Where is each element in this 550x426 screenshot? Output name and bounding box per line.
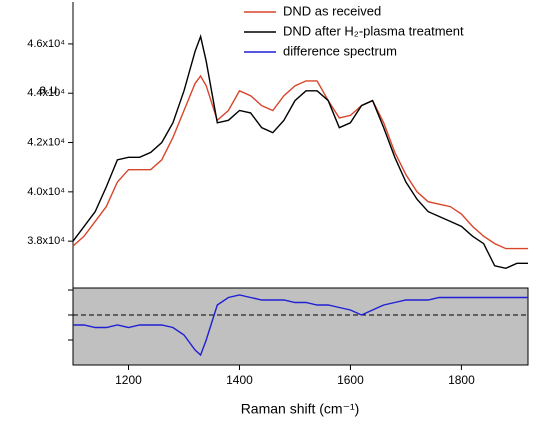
x-tick-label: 1200 (115, 373, 142, 387)
legend-label: DND as received (283, 3, 381, 18)
series-line (72, 34, 528, 270)
y-tick-label: 4.2x10⁴ (27, 136, 65, 148)
y-tick-label: 3.8x10⁴ (27, 235, 65, 247)
x-tick-label: 1600 (337, 373, 364, 387)
y-tick-label: 4.0x10⁴ (27, 186, 65, 198)
series-line (72, 74, 528, 250)
difference-panel (72, 287, 529, 366)
legend-label: difference spectrum (283, 43, 397, 58)
y-tick-label: 4.6x10⁴ (27, 38, 65, 50)
y-axis-label: a.u. (39, 81, 61, 96)
y-tick-label: 4.4x10⁴ (27, 87, 65, 99)
series-line (73, 294, 528, 357)
x-tick-label: 1800 (448, 373, 475, 387)
x-tick-label: 1400 (226, 373, 253, 387)
legend-label: DND after H₂-plasma treatment (283, 23, 464, 38)
x-axis-label: Raman shift (cm⁻¹) (241, 401, 360, 417)
